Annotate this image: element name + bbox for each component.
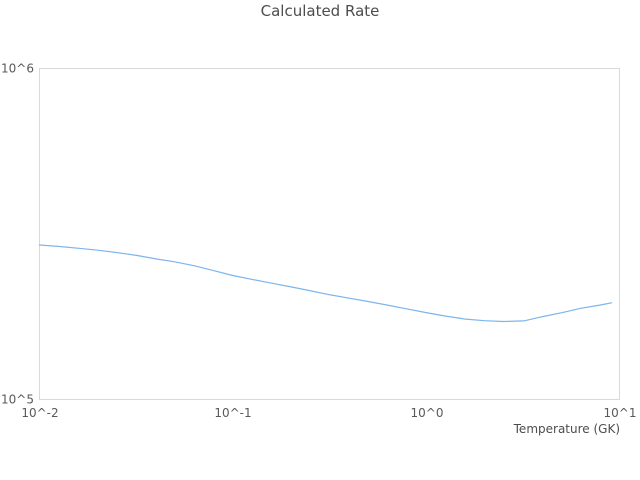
plot-area-border	[39, 68, 620, 400]
x-tick-label-1e-1: 10^-1	[214, 406, 251, 420]
x-tick-label-1e0: 10^0	[411, 406, 444, 420]
x-tick-label-1e-2: 10^-2	[21, 406, 58, 420]
chart-title: Calculated Rate	[261, 2, 380, 20]
x-tick-label-1e1: 10^1	[604, 406, 637, 420]
rate-line-series	[38, 244, 613, 323]
y-tick-label-1e6: 10^6	[1, 62, 34, 76]
y-tick-label-1e5: 10^5	[1, 393, 34, 407]
x-axis-title: Temperature (GK)	[513, 422, 620, 436]
